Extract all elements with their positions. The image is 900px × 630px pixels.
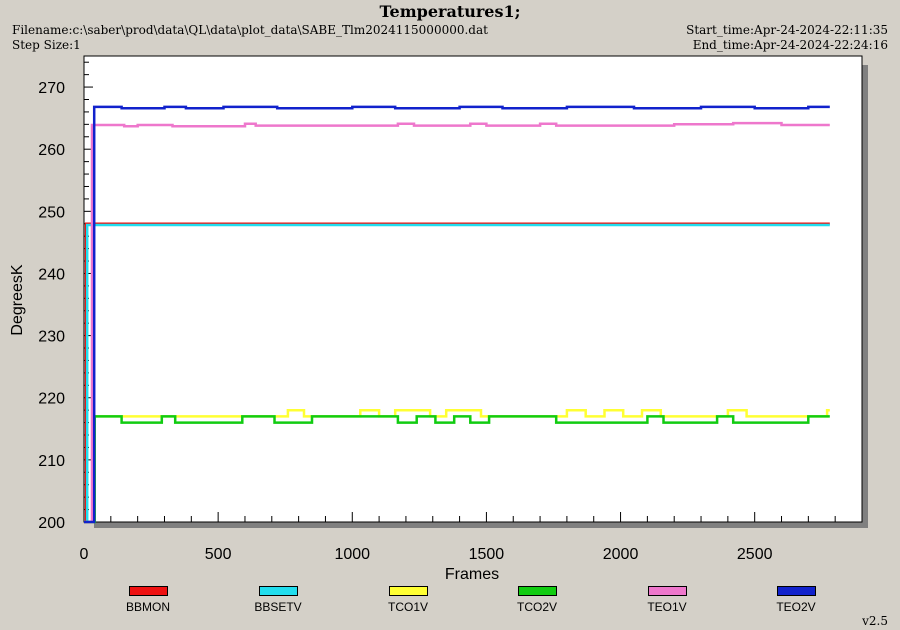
version-label: v2.5	[862, 614, 888, 628]
y-tick-label-200: 200	[38, 515, 65, 532]
legend-item-bbmon: BBMON	[103, 586, 193, 614]
x-tick-label-500: 500	[205, 546, 232, 563]
y-tick-label-230: 230	[38, 329, 65, 346]
y-axis: 200 210 220 230 240 250 260 270	[38, 61, 93, 532]
plot-area	[83, 55, 863, 523]
legend-label-tco2v: TCO2V	[516, 600, 557, 614]
y-tick-label-210: 210	[38, 453, 65, 470]
legend-swatch-tco1v	[388, 586, 428, 596]
series-line-teo1v	[84, 121, 830, 524]
series-line-tco2v	[84, 415, 830, 524]
step-size-label: Step Size:1	[12, 38, 81, 52]
legend-swatch-teo1v	[647, 586, 687, 596]
x-tick-label-1500: 1500	[469, 546, 505, 563]
legend-item-teo1v: TEO1V	[622, 586, 712, 614]
y-tick-label-260: 260	[38, 142, 65, 159]
legend-swatch-bbsetv	[258, 586, 298, 596]
series-line-teo2v	[84, 105, 830, 524]
series-layer	[84, 105, 830, 524]
legend-swatch-bbmon	[128, 586, 168, 596]
legend-label-bbsetv: BBSETV	[254, 600, 302, 614]
legend-label-bbmon: BBMON	[125, 600, 170, 614]
x-tick-label-2000: 2000	[603, 546, 639, 563]
legend-item-tco1v: TCO1V	[363, 586, 453, 614]
x-tick-label-0: 0	[80, 546, 89, 563]
y-tick-label-250: 250	[38, 204, 65, 221]
legend-label-teo2v: TEO2V	[776, 600, 816, 614]
legend-label-tco1v: TCO1V	[387, 600, 428, 614]
y-tick-label-270: 270	[38, 80, 65, 97]
y-tick-label-240: 240	[38, 266, 65, 283]
legend-label-teo1v: TEO1V	[647, 600, 687, 614]
x-tick-label-1000: 1000	[334, 546, 370, 563]
x-axis-label: Frames	[445, 566, 499, 583]
end-time-label: End_time:Apr-24-2024-22:24:16	[692, 38, 888, 52]
legend-item-bbsetv: BBSETV	[233, 586, 323, 614]
chart-title: Temperatures1;	[379, 2, 521, 21]
start-time-label: Start_time:Apr-24-2024-22:11:35	[686, 23, 888, 37]
y-axis-label: DegreesK	[9, 264, 26, 335]
legend-item-tco2v: TCO2V	[492, 586, 582, 614]
x-axis: 0 500 1000 1500 2000 2500	[80, 512, 836, 563]
legend-item-teo2v: TEO2V	[751, 586, 841, 614]
legend-swatch-tco2v	[517, 586, 557, 596]
x-tick-label-2500: 2500	[737, 546, 773, 563]
legend-swatch-teo2v	[776, 586, 816, 596]
y-tick-label-220: 220	[38, 391, 65, 408]
filename-label: Filename:c:\saber\prod\data\QL\data\plot…	[12, 23, 488, 37]
